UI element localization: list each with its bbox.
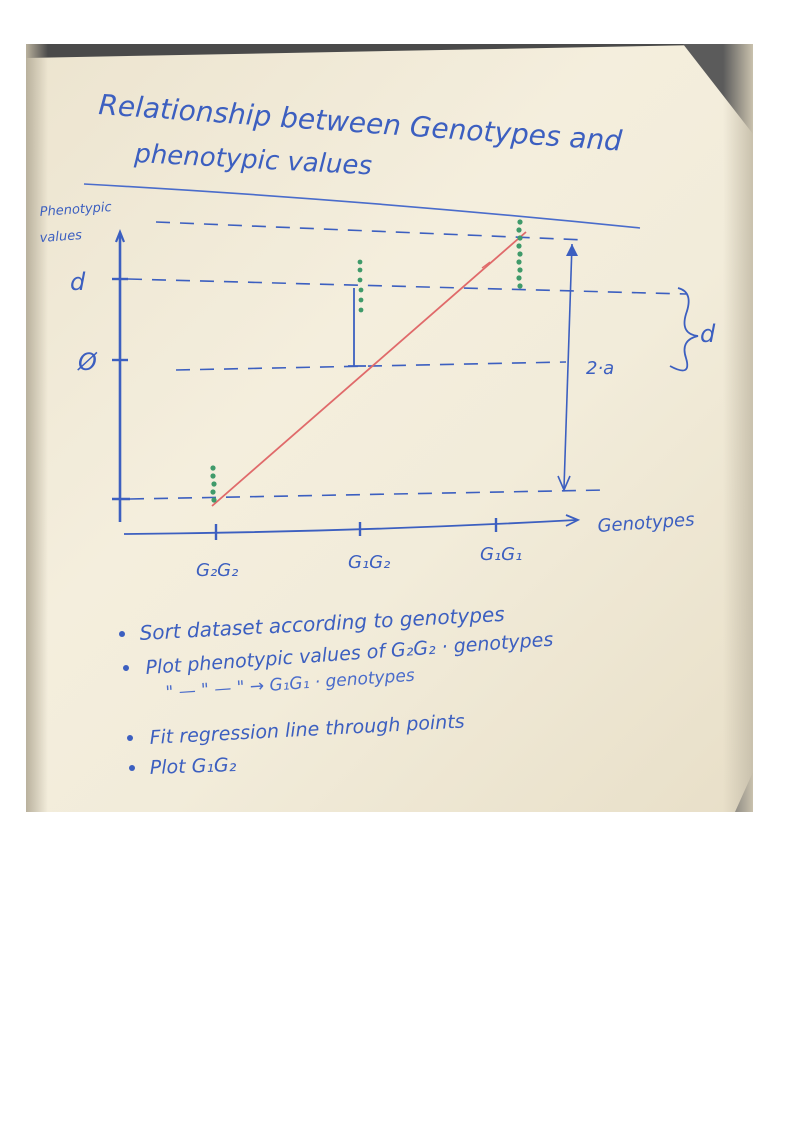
dashed-line-zero <box>175 361 567 371</box>
dashed-line-d <box>127 278 687 295</box>
brace-d-icon <box>669 287 699 372</box>
span-2a-label: 2·a <box>586 358 614 379</box>
x-tick-g1g2-label: G₁G₂ <box>348 552 390 573</box>
title-line-2: phenotypic values <box>133 139 373 181</box>
board-edge-left <box>26 44 48 812</box>
span-2a-down-arrow-icon <box>557 475 571 493</box>
note-bullet-4 <box>127 735 133 741</box>
title-underline <box>83 183 641 229</box>
x-axis-line <box>123 519 577 535</box>
y-tick-zero-label: Ø <box>77 348 98 376</box>
x-axis-label: Genotypes <box>597 509 695 537</box>
y-axis-label-line-2: values <box>39 228 82 246</box>
background-shadow-top <box>26 44 753 58</box>
points-g2g2 <box>210 465 217 503</box>
dashed-line-bottom <box>129 489 607 500</box>
y-axis-arrow-icon <box>114 229 126 243</box>
board-edge-right <box>723 44 753 812</box>
note-5: Plot G₁G₂ <box>149 754 237 779</box>
note-bullet-5 <box>129 765 135 771</box>
note-bullet-1 <box>119 631 125 637</box>
note-4: Fit regression line through points <box>149 711 465 749</box>
x-tick-g1g1-label: G₁G₁ <box>480 544 522 565</box>
x-axis-arrow-icon <box>565 514 581 527</box>
span-2a-line <box>563 243 573 489</box>
note-bullet-2 <box>123 665 129 671</box>
y-tick-d-label: d <box>70 268 86 296</box>
y-axis-label-line-1: Phenotypic <box>39 200 112 220</box>
notes-list: Sort dataset according to genotypes Plot… <box>119 602 554 779</box>
regression-line <box>211 231 527 507</box>
whiteboard-photo: Relationship between Genotypes and pheno… <box>26 44 753 812</box>
points-g1g2 <box>357 259 364 313</box>
points-g1g1 <box>516 219 523 289</box>
whiteboard-drawing: Relationship between Genotypes and pheno… <box>39 88 716 779</box>
regression-line-mark <box>481 261 491 269</box>
brace-d-label: d <box>700 320 716 348</box>
x-tick-g2g2-label: G₂G₂ <box>196 560 238 581</box>
span-2a-up-arrow-icon <box>566 244 578 256</box>
